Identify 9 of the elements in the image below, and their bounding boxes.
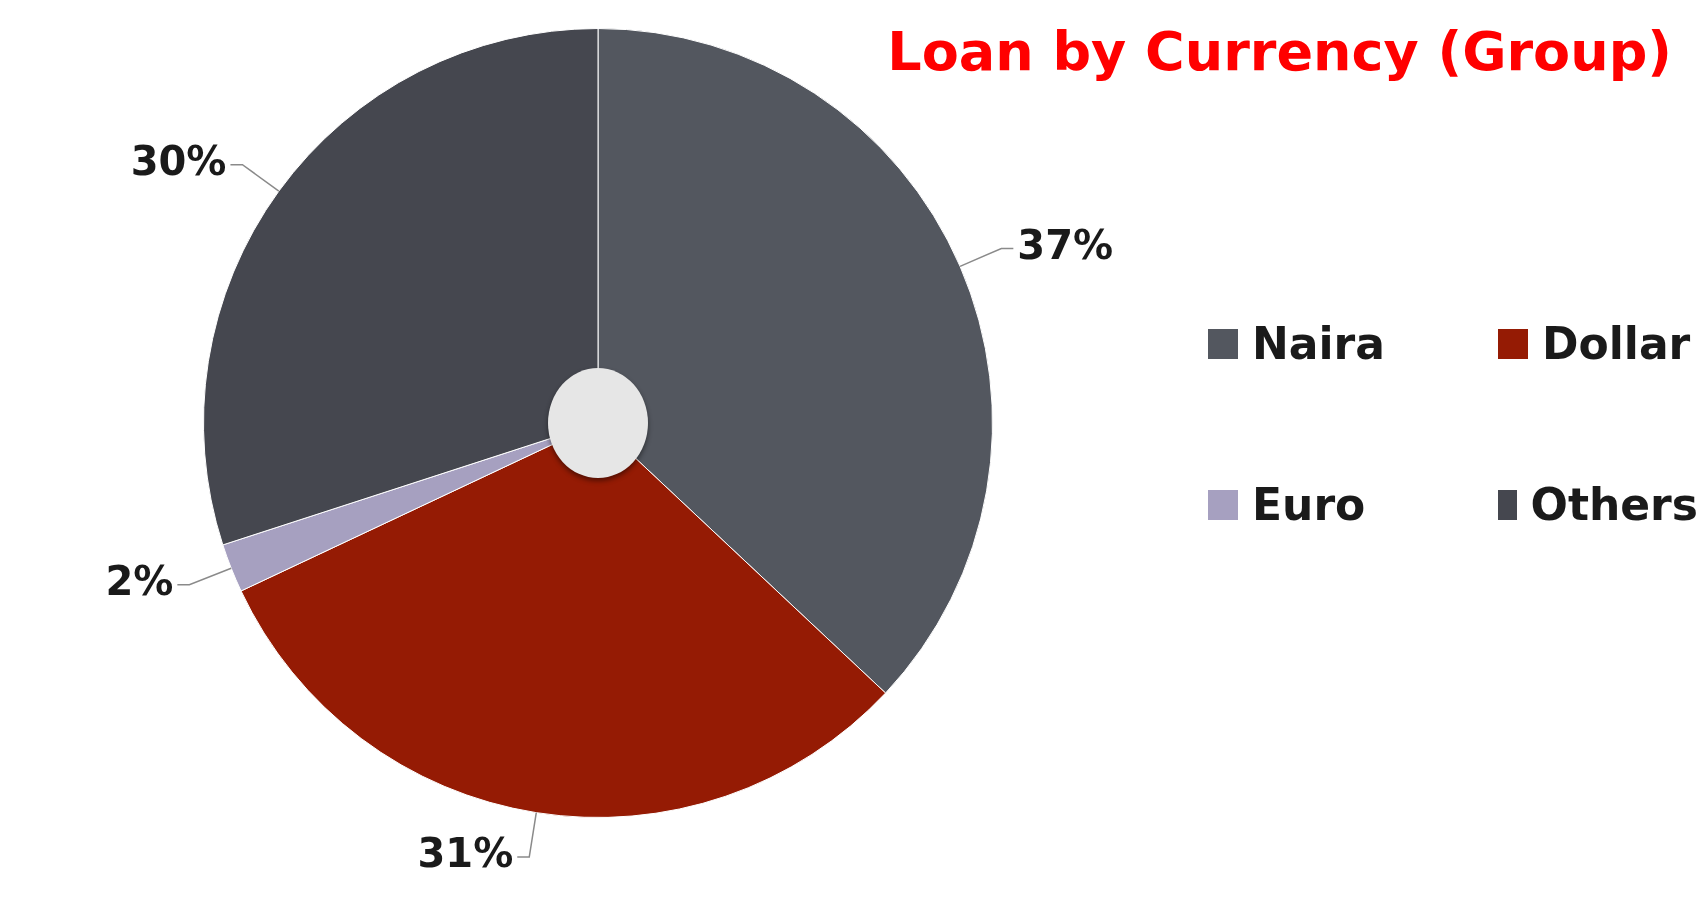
legend-label: Euro xyxy=(1252,479,1366,530)
legend-label: Dollar xyxy=(1542,318,1691,369)
chart-title: Loan by Currency (Group) xyxy=(887,20,1672,83)
data-label: 37% xyxy=(1017,221,1114,268)
data-label: 30% xyxy=(130,138,227,185)
data-label: 2% xyxy=(105,558,174,605)
legend-label: Naira xyxy=(1252,318,1385,369)
legend-label: Others xyxy=(1530,479,1698,530)
data-label: 31% xyxy=(417,830,514,877)
